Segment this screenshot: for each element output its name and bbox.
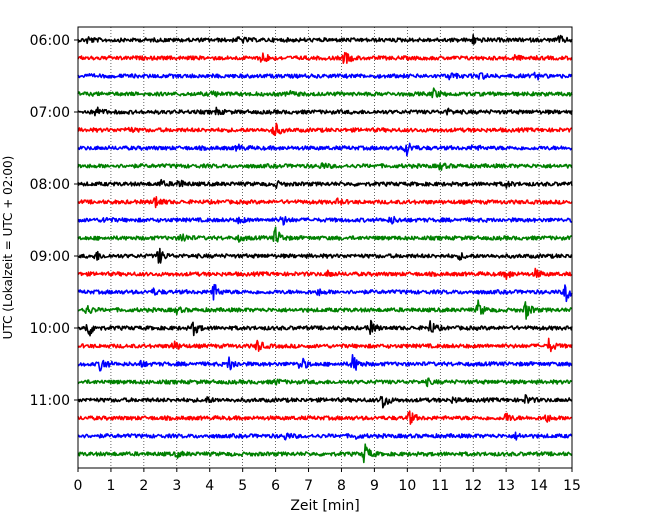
x-tick-label: 4 [205, 478, 214, 494]
x-tick-label: 1 [106, 478, 115, 494]
seismic-trace [77, 142, 573, 157]
seismic-trace [77, 162, 573, 171]
seismic-trace [77, 299, 573, 320]
x-axis-ticks: 0 1 2 3 4 5 6 7 8 9 10 11 12 13 14 15 [74, 468, 581, 494]
x-tick-label: 0 [74, 478, 83, 494]
x-tick-label: 5 [238, 478, 247, 494]
seismic-trace [77, 178, 573, 190]
seismic-trace [77, 337, 573, 353]
seismic-trace [77, 33, 573, 46]
seismic-trace [77, 247, 573, 264]
seismic-trace [77, 51, 573, 64]
x-tick-label: 7 [304, 478, 313, 494]
seismic-trace [77, 215, 573, 226]
x-tick-label: 9 [370, 478, 379, 494]
y-tick-label: 10:00 [30, 321, 70, 337]
seismic-trace [77, 226, 573, 243]
seismic-trace [77, 71, 573, 81]
x-tick-label: 6 [271, 478, 280, 494]
y-tick-label: 09:00 [30, 249, 70, 265]
seismic-trace [77, 122, 573, 137]
seismic-trace [77, 106, 573, 117]
x-tick-label: 2 [139, 478, 148, 494]
x-axis-label: Zeit [min] [290, 498, 359, 514]
seismic-trace [77, 195, 573, 209]
x-tick-label: 11 [431, 478, 449, 494]
seismic-trace [77, 431, 573, 441]
y-tick-label: 06:00 [30, 33, 70, 49]
seismic-trace [77, 283, 573, 303]
seismic-trace [77, 87, 573, 99]
x-tick-label: 10 [398, 478, 416, 494]
trace-group [77, 33, 573, 464]
plot-frame [77, 26, 573, 469]
seismic-trace [77, 377, 573, 388]
seismic-trace [77, 443, 573, 464]
y-tick-label: 11:00 [30, 393, 70, 409]
seismic-trace [77, 394, 573, 409]
seismic-trace [77, 319, 573, 337]
y-axis-label: UTC (Lokalzeit = UTC + 02:00) [1, 156, 15, 340]
y-axis-ticks: 06:00 07:00 08:00 09:00 10:00 11:00 [30, 33, 78, 409]
x-tick-label: 13 [497, 478, 515, 494]
y-tick-label: 07:00 [30, 105, 70, 121]
seismic-trace [77, 267, 573, 281]
seismic-trace [77, 410, 573, 425]
x-tick-label: 14 [530, 478, 548, 494]
y-tick-label: 08:00 [30, 177, 70, 193]
seismic-trace [77, 353, 573, 372]
x-tick-label: 8 [337, 478, 346, 494]
x-tick-label: 3 [172, 478, 181, 494]
x-tick-label: 12 [464, 478, 482, 494]
x-tick-label: 15 [563, 478, 581, 494]
